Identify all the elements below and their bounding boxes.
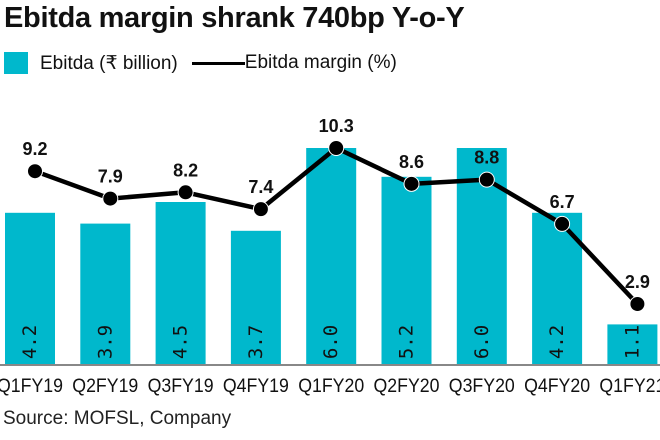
bars-group: 4.2 3.9 4.5 3.7 6.0 5.2 6.0 4.2 1.1 bbox=[5, 148, 658, 364]
x-tick-label: Q4FY20 bbox=[524, 376, 590, 397]
bar-Q4FY19 bbox=[230, 230, 281, 364]
line-value-label: 9.2 bbox=[22, 139, 47, 159]
line-point-Q3FY20 bbox=[478, 171, 495, 188]
x-tick-label: Q1FY20 bbox=[298, 376, 364, 397]
bar-value-label: 3.7 bbox=[245, 325, 267, 359]
legend-line-swatch bbox=[191, 61, 245, 65]
line-point-Q1FY19 bbox=[27, 163, 43, 180]
bar-Q2FY20 bbox=[381, 176, 432, 364]
chart-title: Ebitda margin shrank 740bp Y-o-Y bbox=[4, 2, 465, 34]
x-tick-label: Q4FY19 bbox=[223, 376, 289, 397]
bar-value-label: 6.0 bbox=[471, 325, 493, 359]
bar-Q3FY19 bbox=[155, 202, 206, 364]
line-point-Q2FY20 bbox=[403, 175, 420, 192]
legend-bar-swatch bbox=[4, 52, 28, 74]
x-tick-labels: Q1FY19 Q2FY19 Q3FY19 Q4FY19 Q1FY20 Q2FY20 Q3FY… bbox=[0, 376, 660, 397]
legend-line-label: Ebitda margin (%) bbox=[244, 52, 397, 73]
line-point-Q2FY19 bbox=[102, 190, 119, 207]
bar-value-label: 1.1 bbox=[621, 325, 643, 359]
bar-Q1FY19 bbox=[5, 212, 55, 364]
line-value-label: 10.3 bbox=[319, 116, 354, 136]
line-value-label: 8.6 bbox=[399, 152, 424, 172]
line-point-Q3FY19 bbox=[177, 184, 194, 201]
bar-value-label: 4.2 bbox=[19, 325, 41, 359]
bar-value-label: 6.0 bbox=[320, 325, 342, 359]
legend: Ebitda (₹ billion) Ebitda margin (%) bbox=[4, 50, 397, 76]
line-value-label: 7.9 bbox=[98, 167, 123, 187]
bar-value-label: 4.2 bbox=[546, 325, 568, 359]
x-tick-label: Q3FY20 bbox=[449, 376, 515, 397]
line-value-label: 8.2 bbox=[173, 160, 198, 180]
line-series-group: 9.2 7.9 8.2 7.4 10.3 8.6 8.8 6.7 2.9 bbox=[22, 116, 650, 312]
x-tick-label: Q2FY20 bbox=[374, 376, 440, 397]
line-point-Q1FY20 bbox=[328, 140, 345, 156]
x-tick-label: Q1FY19 bbox=[0, 376, 63, 397]
x-tick-label: Q2FY19 bbox=[72, 376, 138, 397]
source-note: Source: MOFSL, Company bbox=[3, 408, 232, 429]
bar-Q1FY20 bbox=[306, 148, 357, 364]
line-value-label: 8.8 bbox=[474, 148, 499, 168]
bar-value-label: 5.2 bbox=[396, 325, 418, 359]
line-value-label: 7.4 bbox=[248, 177, 273, 197]
x-tick-label: Q3FY19 bbox=[148, 376, 214, 397]
bar-Q1FY21 bbox=[607, 324, 658, 364]
bar-Q2FY19 bbox=[80, 223, 131, 364]
x-tick-label: Q1FY21 bbox=[599, 376, 660, 397]
line-point-Q4FY20 bbox=[554, 215, 571, 232]
line-value-label: 6.7 bbox=[550, 192, 575, 212]
bar-value-label: 4.5 bbox=[170, 325, 192, 359]
line-point-Q1FY21 bbox=[629, 296, 646, 312]
bar-value-label: 3.9 bbox=[94, 325, 116, 359]
legend-bar-label: Ebitda (₹ billion) bbox=[40, 52, 178, 74]
line-value-label: 2.9 bbox=[625, 272, 650, 292]
line-point-Q4FY19 bbox=[252, 201, 269, 218]
